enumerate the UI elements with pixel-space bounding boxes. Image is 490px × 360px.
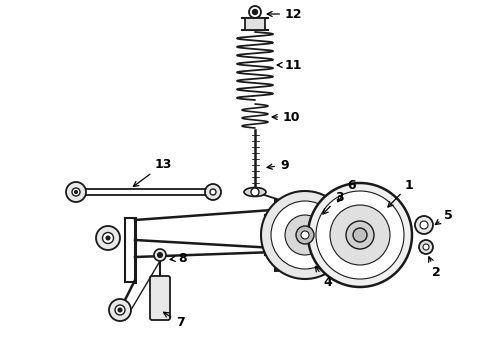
Circle shape <box>157 252 163 257</box>
Circle shape <box>210 189 216 195</box>
Circle shape <box>115 305 125 315</box>
Circle shape <box>252 9 258 14</box>
Circle shape <box>301 231 309 239</box>
Circle shape <box>346 221 374 249</box>
Circle shape <box>285 215 325 255</box>
Circle shape <box>72 188 80 196</box>
Circle shape <box>106 236 110 240</box>
Circle shape <box>66 182 86 202</box>
FancyBboxPatch shape <box>245 18 265 30</box>
Circle shape <box>154 249 166 261</box>
Circle shape <box>330 205 390 265</box>
Circle shape <box>415 216 433 234</box>
Text: 6: 6 <box>338 179 356 202</box>
Circle shape <box>109 299 131 321</box>
Circle shape <box>353 228 367 242</box>
Circle shape <box>271 201 339 269</box>
Text: 2: 2 <box>429 257 441 279</box>
Text: 8: 8 <box>170 252 187 265</box>
Text: 12: 12 <box>267 8 302 21</box>
Text: 9: 9 <box>267 158 289 171</box>
Circle shape <box>74 190 77 194</box>
Circle shape <box>96 226 120 250</box>
Text: 13: 13 <box>133 158 172 186</box>
Circle shape <box>261 191 349 279</box>
Text: 10: 10 <box>272 111 300 123</box>
Circle shape <box>118 308 122 312</box>
Text: 11: 11 <box>277 59 302 72</box>
Circle shape <box>251 188 259 196</box>
FancyBboxPatch shape <box>150 276 170 320</box>
Circle shape <box>316 191 404 279</box>
Text: 5: 5 <box>436 208 453 225</box>
Circle shape <box>419 240 433 254</box>
Text: 3: 3 <box>323 190 343 214</box>
Circle shape <box>205 184 221 200</box>
Circle shape <box>423 244 429 250</box>
Ellipse shape <box>244 188 266 197</box>
Text: 7: 7 <box>164 312 185 329</box>
Text: 4: 4 <box>316 266 332 289</box>
Circle shape <box>420 221 428 229</box>
Circle shape <box>296 226 314 244</box>
Circle shape <box>102 233 114 243</box>
Circle shape <box>308 183 412 287</box>
Text: 1: 1 <box>388 179 414 207</box>
